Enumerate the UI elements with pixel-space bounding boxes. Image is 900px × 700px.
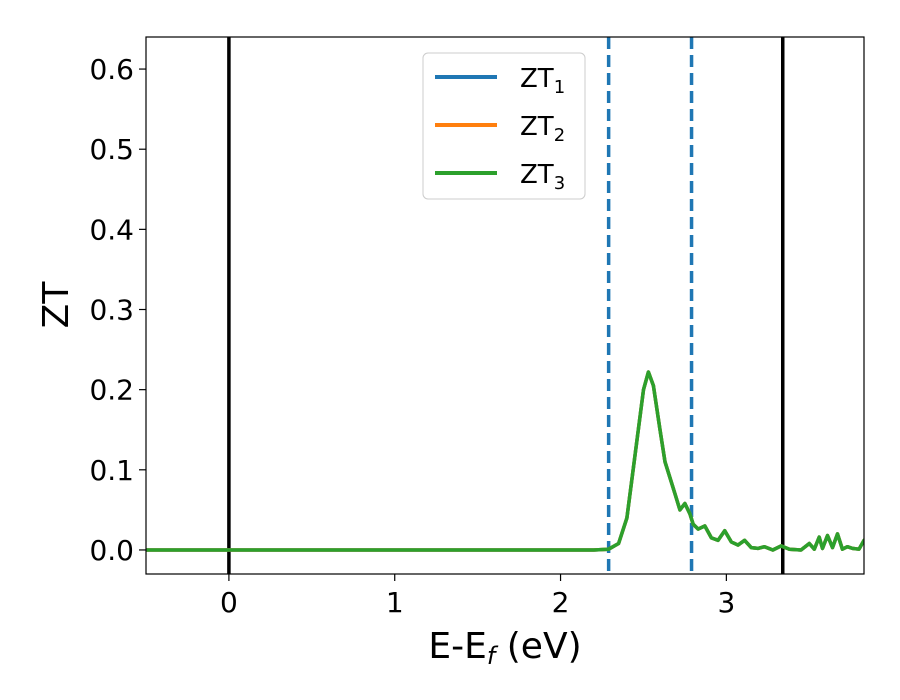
x-tick-label: 3 xyxy=(717,586,735,619)
series-line-2 xyxy=(146,370,864,552)
series-lines xyxy=(146,370,864,552)
y-tick-label: 0.4 xyxy=(89,213,134,246)
x-axis-label: E-Ef (eV) xyxy=(428,626,581,670)
x-tick-label: 2 xyxy=(552,586,570,619)
plot-frame xyxy=(145,36,865,575)
x-axis: 0 1 2 3 xyxy=(220,574,735,619)
x-tick-label: 0 xyxy=(220,586,238,619)
y-tick-label: 0.1 xyxy=(89,454,134,487)
legend-label-1: ZT1 xyxy=(520,64,565,98)
legend-label-3: ZT3 xyxy=(520,160,565,194)
series-line-1 xyxy=(146,370,864,552)
y-tick-label: 0.0 xyxy=(89,534,134,567)
series-line-3 xyxy=(146,370,864,552)
y-tick-label: 0.5 xyxy=(89,133,134,166)
legend-box xyxy=(422,52,586,200)
y-tick-label: 0.3 xyxy=(89,294,134,327)
legend-label-2: ZT2 xyxy=(520,112,565,146)
y-tick-label: 0.2 xyxy=(89,374,134,407)
y-axis-label: ZT xyxy=(36,281,77,329)
x-tick-label: 1 xyxy=(386,586,404,619)
y-axis: 0.0 0.1 0.2 0.3 0.4 0.5 0.6 xyxy=(89,53,146,567)
y-tick-label: 0.6 xyxy=(89,53,134,86)
reference-lines xyxy=(227,37,785,574)
legend: ZT1 ZT2 ZT3 xyxy=(422,52,586,200)
